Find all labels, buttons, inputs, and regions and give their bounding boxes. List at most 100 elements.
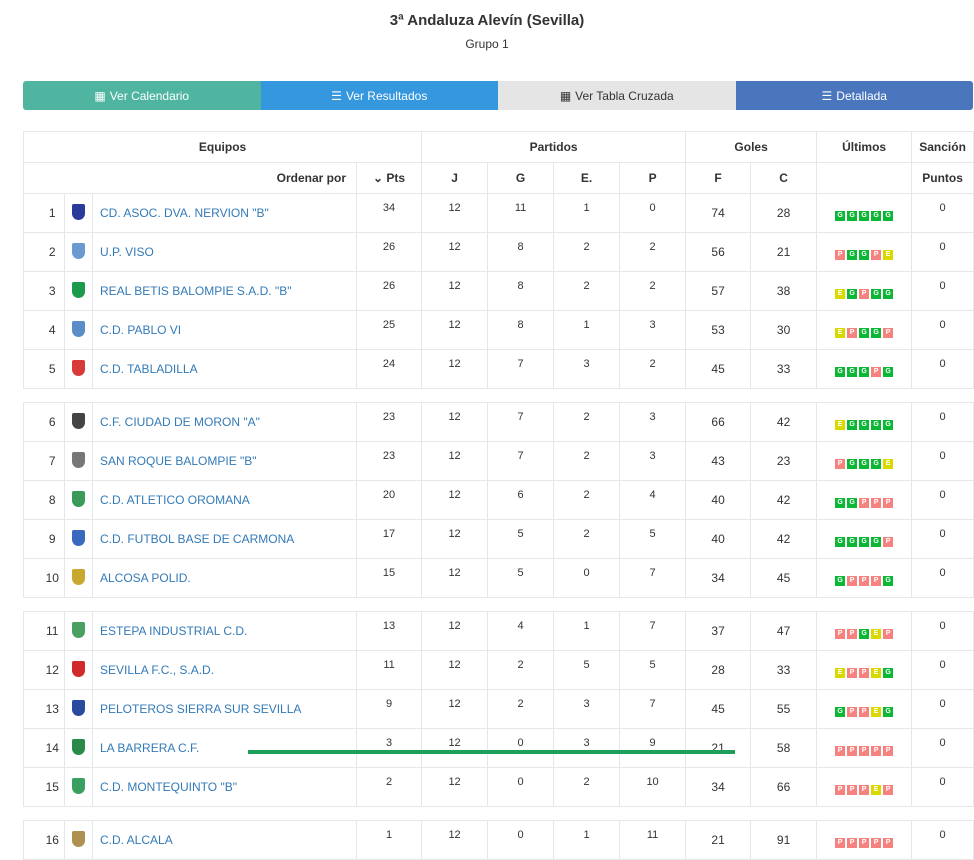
result-badge: G	[835, 706, 846, 717]
result-badge: P	[871, 497, 882, 508]
drawn: 0	[553, 558, 621, 598]
team-crest-icon	[64, 271, 93, 311]
goals-for: 21	[685, 820, 752, 860]
team-crest-icon	[64, 650, 93, 690]
drawn: 2	[553, 441, 621, 481]
group-separator	[23, 388, 974, 403]
col-e: E.	[553, 162, 621, 194]
result-badge: P	[835, 837, 846, 848]
result-badge: E	[835, 327, 846, 338]
team-link[interactable]: LA BARRERA C.F.	[92, 728, 357, 768]
drawn: 2	[553, 232, 621, 272]
goals-for: 21	[685, 728, 752, 768]
team-crest-icon	[64, 519, 93, 559]
col-puntos: Puntos	[911, 162, 974, 194]
lost: 10	[619, 767, 687, 807]
ordenar-por-label: Ordenar por	[23, 162, 357, 194]
points: 9	[355, 689, 423, 729]
goals-for: 34	[685, 767, 752, 807]
won: 7	[487, 441, 555, 481]
won: 2	[487, 689, 555, 729]
won: 8	[487, 232, 555, 272]
team-link[interactable]: CD. ASOC. DVA. NERVION "B"	[92, 193, 357, 233]
goals-for: 56	[685, 232, 752, 272]
result-badge: E	[871, 667, 882, 678]
team-link[interactable]: ALCOSA POLID.	[92, 558, 357, 598]
team-link[interactable]: ESTEPA INDUSTRIAL C.D.	[92, 611, 357, 651]
position: 11	[40, 611, 65, 651]
played: 12	[421, 519, 489, 559]
table-row: 6 C.F. CIUDAD DE MORON "A" 23 12 7 2 3 6…	[23, 402, 974, 442]
result-badge: P	[859, 745, 870, 756]
position: 7	[40, 441, 65, 481]
row-spacer	[23, 441, 41, 481]
position: 6	[40, 402, 65, 442]
table-row: 11 ESTEPA INDUSTRIAL C.D. 13 12 4 1 7 37…	[23, 611, 974, 651]
scroll-bar[interactable]	[248, 750, 735, 754]
team-link[interactable]: SAN ROQUE BALOMPIE "B"	[92, 441, 357, 481]
goals-against: 66	[750, 767, 818, 807]
lost: 2	[619, 271, 687, 311]
team-link[interactable]: SEVILLA F.C., S.A.D.	[92, 650, 357, 690]
result-badge: P	[835, 745, 846, 756]
points: 26	[355, 271, 423, 311]
result-badge: G	[859, 458, 870, 469]
team-link[interactable]: REAL BETIS BALOMPIE S.A.D. "B"	[92, 271, 357, 311]
points: 1	[355, 820, 423, 860]
goals-for: 57	[685, 271, 752, 311]
row-spacer	[23, 767, 41, 807]
ver-tabla-cruzada-button[interactable]: ▦ Ver Tabla Cruzada	[498, 81, 736, 110]
result-badge: G	[883, 210, 894, 221]
result-badge: G	[859, 327, 870, 338]
row-spacer	[23, 232, 41, 272]
row-spacer	[23, 310, 41, 350]
team-link[interactable]: C.D. MONTEQUINTO "B"	[92, 767, 357, 807]
team-crest-icon	[64, 728, 93, 768]
goals-for: 45	[685, 349, 752, 389]
ver-calendario-button[interactable]: ▦ Ver Calendario	[23, 81, 261, 110]
team-crest-icon	[64, 349, 93, 389]
goals-against: 55	[750, 689, 818, 729]
sort-pts-button[interactable]: ⌄ Pts	[355, 162, 423, 194]
row-spacer	[23, 193, 41, 233]
drawn: 3	[553, 728, 621, 768]
ver-resultados-button[interactable]: ☰ Ver Resultados	[260, 81, 498, 110]
result-badge: P	[859, 784, 870, 795]
team-link[interactable]: C.D. FUTBOL BASE DE CARMONA	[92, 519, 357, 559]
lost: 2	[619, 349, 687, 389]
result-badge: G	[859, 249, 870, 260]
result-badge: G	[847, 536, 858, 547]
played: 12	[421, 441, 489, 481]
points: 15	[355, 558, 423, 598]
team-link[interactable]: C.D. PABLO VI	[92, 310, 357, 350]
won: 0	[487, 728, 555, 768]
result-badge: G	[883, 706, 894, 717]
lost: 5	[619, 650, 687, 690]
team-link[interactable]: PELOTEROS SIERRA SUR SEVILLA	[92, 689, 357, 729]
sanction-points: 0	[911, 728, 974, 768]
sanction-points: 0	[911, 402, 974, 442]
result-badge: P	[859, 667, 870, 678]
team-link[interactable]: C.D. TABLADILLA	[92, 349, 357, 389]
position: 9	[40, 519, 65, 559]
team-link[interactable]: C.D. ALCALA	[92, 820, 357, 860]
detallada-button[interactable]: ☰ Detallada	[735, 81, 973, 110]
team-link[interactable]: C.D. ATLETICO OROMANA	[92, 480, 357, 520]
won: 2	[487, 650, 555, 690]
result-badge: G	[883, 667, 894, 678]
position: 1	[40, 193, 65, 233]
result-badge: G	[835, 210, 846, 221]
result-badge: G	[847, 497, 858, 508]
goals-for: 74	[685, 193, 752, 233]
team-link[interactable]: U.P. VISO	[92, 232, 357, 272]
played: 12	[421, 480, 489, 520]
result-badge: G	[859, 210, 870, 221]
drawn: 2	[553, 402, 621, 442]
result-badge: G	[835, 536, 846, 547]
team-link[interactable]: C.F. CIUDAD DE MORON "A"	[92, 402, 357, 442]
